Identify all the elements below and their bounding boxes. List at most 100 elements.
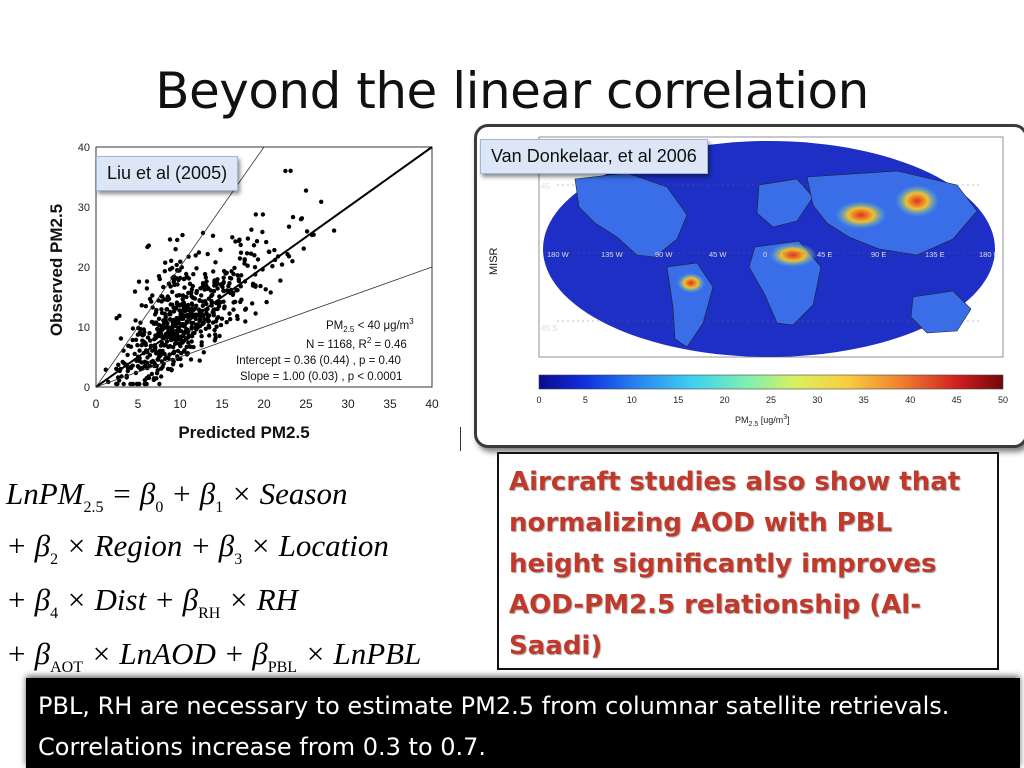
- scatter-point: [218, 300, 223, 305]
- scatter-point: [132, 351, 137, 357]
- scatter-point: [187, 309, 193, 314]
- slide-title: Beyond the linear correlation: [155, 62, 869, 120]
- scatter-point: [161, 318, 166, 323]
- scatter-point: [218, 247, 223, 252]
- scatter-point: [255, 257, 261, 262]
- scatter-point: [231, 300, 236, 305]
- scatter-point: [121, 381, 126, 387]
- scatter-point: [157, 333, 162, 339]
- world-map-svg: MISR 45 45 S 180 W 135 W 90 W 45 W 0 45 E 90 E…: [488, 136, 1008, 428]
- scatter-point: [200, 321, 206, 326]
- stats-line-4: Slope = 1.00 (0.03) , p < 0.0001: [240, 371, 402, 383]
- scatter-point: [117, 313, 122, 318]
- australia: [910, 290, 972, 334]
- scatter-point: [136, 279, 142, 284]
- scatter-point: [133, 318, 138, 323]
- scatter-point: [268, 290, 273, 295]
- scatter-point: [122, 361, 127, 366]
- scatter-point: [140, 333, 145, 338]
- longitude-labels: 180 W 135 W 90 W 45 W 0 45 E 90 E 135 E 180 E: [547, 250, 999, 259]
- scatter-point: [181, 338, 186, 344]
- scatter-point: [288, 168, 293, 173]
- equation-line-2: + β2 × Region + β3 × Location: [6, 528, 389, 568]
- scatter-point: [222, 306, 227, 311]
- scatter-point: [133, 337, 139, 342]
- scatter-point: [197, 298, 202, 303]
- scatter-point: [264, 299, 269, 305]
- scatter-point: [138, 326, 143, 332]
- scatter-point: [298, 217, 304, 222]
- scatter-point: [146, 375, 152, 381]
- stats-line-3: Intercept = 0.36 (0.44) , p = 0.40: [236, 355, 401, 367]
- scatter-point: [151, 321, 157, 326]
- scatter-point: [278, 278, 283, 283]
- scatter-point: [230, 290, 236, 296]
- scatter-point: [171, 309, 177, 314]
- scatter-point: [168, 309, 173, 315]
- longitude-label: 180 E: [979, 250, 999, 259]
- scatter-point: [208, 288, 213, 293]
- lat-label-north: 45: [541, 182, 550, 191]
- colorbar-ticks: 0 5 10 15 20 25 30 35 40 45 50: [536, 395, 1008, 405]
- scatter-point: [174, 340, 179, 346]
- stats-box: PM2.5 < 40 μg/m3 N = 1168, R2 = 0.46 Int…: [236, 317, 414, 383]
- scatter-point: [163, 260, 168, 265]
- scatter-point: [319, 199, 324, 204]
- scatter-point: [125, 365, 130, 370]
- scatter-point: [188, 357, 194, 362]
- scatter-point: [170, 362, 176, 367]
- scatter-point: [186, 329, 191, 334]
- colorbar-tick-label: 45: [952, 395, 962, 405]
- scatter-point: [272, 247, 277, 253]
- scatter-point: [162, 269, 167, 274]
- x-tick-label: 5: [135, 397, 142, 411]
- longitude-label: 90 E: [871, 250, 886, 259]
- scatter-point: [238, 250, 244, 255]
- scatter-point: [215, 316, 220, 321]
- scatter-point: [121, 348, 126, 353]
- scatter-point: [242, 261, 247, 266]
- scatter-point: [190, 302, 195, 308]
- stats-line-1: PM2.5 < 40 μg/m3: [326, 317, 414, 334]
- scatter-point: [152, 347, 157, 352]
- equation-line-3: + β4 × Dist + βRH × RH: [6, 582, 300, 622]
- scatter-point: [184, 294, 189, 300]
- scatter-point: [175, 335, 180, 341]
- scatter-point: [236, 277, 241, 282]
- scatter-point: [197, 358, 202, 363]
- scatter-point: [217, 333, 222, 339]
- x-tick-labels: 0 5 10 15 20 25 30 35 40: [93, 397, 439, 411]
- scatter-point: [158, 343, 164, 348]
- scatter-point: [162, 343, 167, 348]
- scatter-point: [207, 333, 212, 338]
- scatter-point: [154, 371, 160, 376]
- scatter-point: [137, 348, 142, 353]
- scatter-point: [251, 243, 257, 248]
- scatter-point: [200, 303, 205, 308]
- scatter-point: [210, 233, 216, 238]
- scatter-point: [157, 381, 162, 387]
- scatter-point: [186, 290, 191, 296]
- scatter-point: [175, 348, 181, 354]
- scatter-point: [189, 320, 194, 325]
- scatter-point: [211, 269, 216, 274]
- scatter-point: [142, 359, 148, 364]
- colorbar-tick-label: 25: [766, 395, 776, 405]
- divider-mark: [460, 427, 461, 451]
- scatter-point: [242, 257, 247, 262]
- scatter-point: [244, 251, 250, 256]
- regression-equation: LnPM2.5 = β0 + β1 × Season + β2 × Region…: [5, 476, 421, 676]
- scatter-point: [174, 276, 179, 281]
- scatter-point: [167, 267, 173, 272]
- longitude-label: 90 W: [655, 250, 673, 259]
- scatter-point: [135, 343, 140, 348]
- scatter-point: [201, 313, 206, 319]
- scatter-point: [167, 352, 172, 357]
- scatter-point: [115, 381, 120, 387]
- scatter-point: [141, 339, 147, 344]
- scatter-point: [199, 293, 204, 298]
- scatter-point: [194, 266, 199, 271]
- scatter-point: [213, 332, 218, 337]
- scatter-point: [193, 253, 198, 258]
- colorbar-tick-label: 20: [720, 395, 730, 405]
